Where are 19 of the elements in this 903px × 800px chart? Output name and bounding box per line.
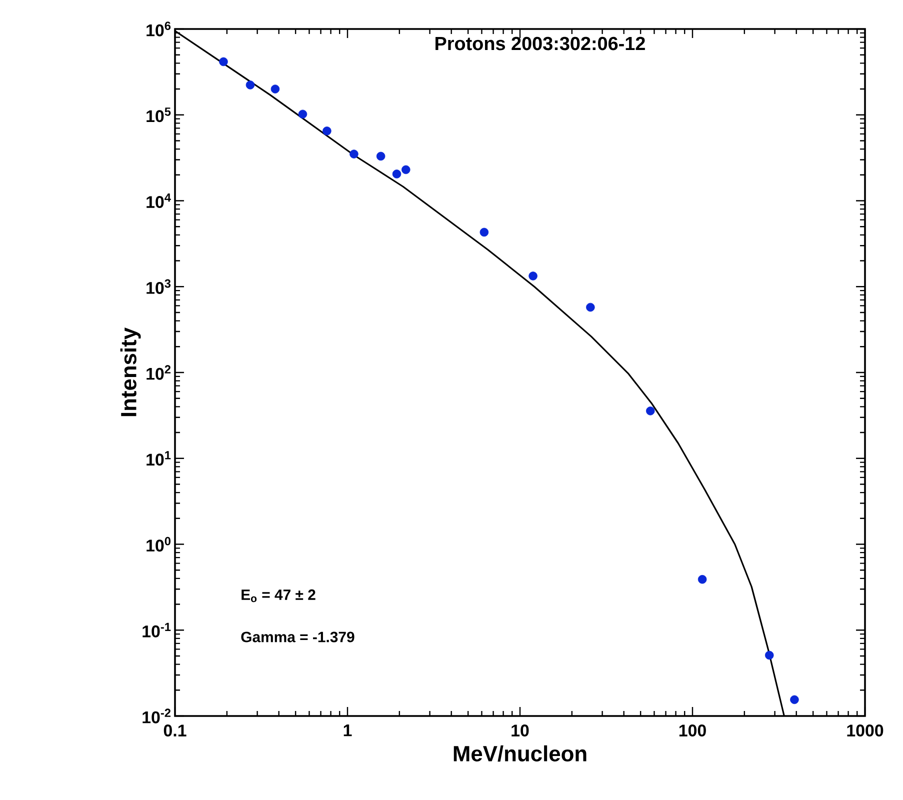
- x-tick-label: 1: [344, 724, 352, 736]
- chart-title: Protons 2003:302:06-12: [436, 36, 645, 50]
- y-tick-label: 10$^{-1}$: [142, 622, 171, 638]
- y-tick-label: 10$^{2}$: [146, 365, 171, 380]
- x-tick-label: 100: [679, 724, 706, 737]
- x-tick-label: 1000: [847, 724, 884, 737]
- y-tick-label: 10$^{0}$: [146, 536, 170, 552]
- y-tick-label: 10$^{5}$: [146, 108, 171, 122]
- y-tick-label: 10$^{4}$: [146, 193, 171, 208]
- x-tick-label: 10: [512, 724, 529, 737]
- annotation: Gamma = -1.379: [241, 632, 354, 642]
- y-axis-title: Intensity: [120, 328, 141, 416]
- y-tick-label: 10$^{-2}$: [142, 708, 171, 724]
- annotation: E$_{o}$ = 47 ± 2: [242, 589, 316, 602]
- y-tick-label: 10$^{6}$: [146, 22, 171, 36]
- x-axis-title: MeV/nucleon: [454, 745, 586, 762]
- y-tick-label: 10$^{1}$: [146, 451, 171, 466]
- y-tick-label: 10$^{3}$: [146, 279, 171, 294]
- x-tick-label: 0.1: [164, 724, 186, 737]
